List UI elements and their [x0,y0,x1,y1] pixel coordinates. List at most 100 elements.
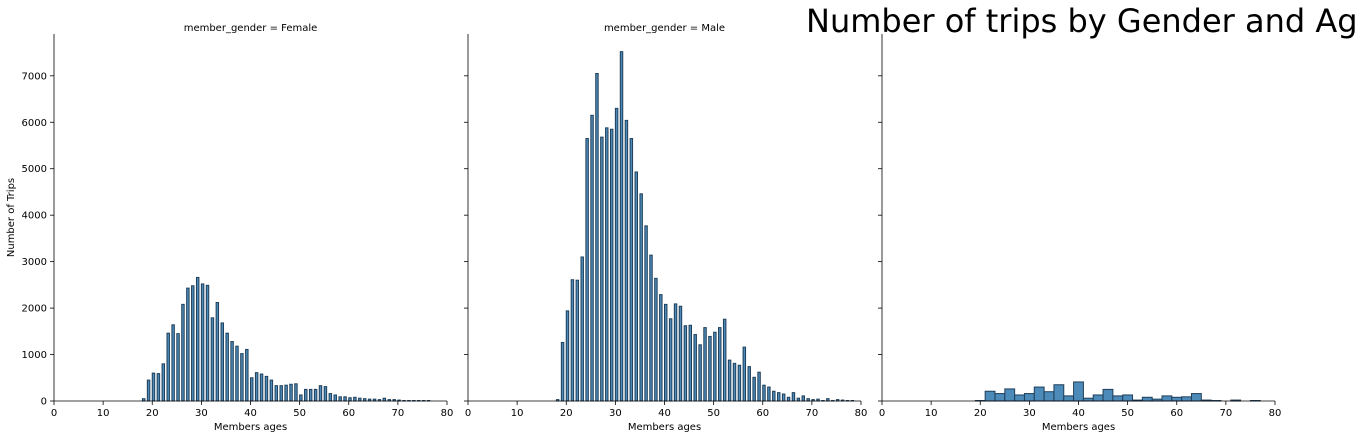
panel-3-bar [1033,386,1045,402]
panel-2-x-tick-label: 60 [756,408,769,419]
panel-3-bar [994,393,1006,402]
panel-2-bar [619,51,624,402]
panel-1-bar [279,385,283,402]
panel-1-bar [333,394,337,402]
panel-1-bar [299,394,303,402]
panel-3-bar [1043,391,1055,402]
panel-1-bar [240,353,244,402]
panel-3-bar [984,390,996,402]
panel-2-bar [664,303,668,402]
panel-2-x-tick-label: 80 [855,408,868,419]
panel-1-bar [250,377,254,402]
panel-2-bar [678,305,683,402]
panel-2-bar [600,136,604,402]
panel-2-bar [668,318,673,402]
panel-2-bar [708,335,712,402]
panel-3-x-tick-label: 60 [1170,408,1183,419]
panel-2-bar [718,327,722,402]
panel-2-bar [781,393,786,402]
panel-3-bar [1053,384,1065,402]
panel-3-x-tick-label: 50 [1121,408,1134,419]
panel-2-bar [698,344,702,402]
panel-3-bar [1141,396,1153,402]
panel-1-bar [313,388,318,402]
panel-1-y-tick-label: 4000 [22,211,47,222]
panel-2-bar [659,294,663,402]
panel-2-bar [649,254,653,402]
panel-1-bar [146,379,151,402]
panel-1-x-tick-label: 20 [146,408,159,419]
panel-1-bar [328,393,333,402]
panel-1-bar [215,302,220,402]
panel-1-bar [294,383,298,402]
panel-1-bar [200,283,205,402]
panel-3-bar [1171,396,1183,402]
panel-2-bar [614,107,619,402]
panel-3-bar [1082,397,1094,402]
panel-1-bar [161,363,166,402]
panel-3-bar [1004,388,1016,402]
panel-2-bar [570,279,575,402]
panel-1-bar [259,373,264,402]
panel-1-bar [191,285,195,402]
panel-3-x-tick-label: 40 [1072,408,1085,419]
panel-2-bar [585,138,589,402]
panel-3-bar [1014,394,1025,402]
panel-2-x-tick-label: 10 [511,408,524,419]
panel-2-bar [722,318,727,402]
panel-3-bar [1181,396,1192,402]
panel-3-bar [1112,395,1124,402]
panel-3-x-tick-label: 20 [974,408,987,419]
panel-1-x-tick-label: 0 [51,408,57,419]
panel-1-bar [195,276,200,402]
panel-2-x-tick-label: 70 [806,408,819,419]
panel-1-bar [235,345,239,402]
panel-2-bar [737,364,742,402]
panel-1-y-tick-label: 2000 [22,304,47,315]
panel-1-bar [338,396,342,402]
panel-2-bar [639,193,643,402]
panel-2-bar [742,346,747,402]
panel-1-bar [308,388,313,402]
panel-3-bar [1063,395,1075,402]
panel-1-x-tick-label: 70 [392,408,405,419]
panel-2-bar [644,225,648,402]
panel-3-bar [1023,393,1035,402]
panel-2-bar [801,395,806,402]
panel-1-y-tick-label: 7000 [22,71,47,82]
panel-2-bar [772,390,776,402]
panel-2-bar [609,128,614,402]
panel-1-bar [264,375,269,402]
panel-3-x-axis-label: Members ages [1042,422,1115,433]
panel-2-bar [683,325,688,402]
panel-2-bar [762,384,766,402]
panel-2-bar [634,171,638,402]
panel-1-bar [254,372,259,402]
panel-3-x-tick-label: 30 [1023,408,1036,419]
panel-1-bar [186,287,190,402]
panel-2-bar [752,376,756,402]
panel-1-x-tick-label: 30 [195,408,208,419]
panel-2-bar [767,386,771,402]
panel-2-bar [654,277,658,402]
panel-1-y-tick-label: 6000 [22,118,47,129]
panel-2-bar [595,72,599,402]
panel-2-bar [732,362,737,402]
panel-2-bar [624,119,629,402]
panel-1-bar [230,341,234,402]
panel-1-y-tick-label: 0 [41,397,47,408]
panel-1-bar [225,332,229,402]
panel-2-bar [703,327,707,402]
panel-2-bar [713,331,717,402]
panel-1-bar [245,348,249,402]
panel-2-bar [688,324,693,402]
panel-2-x-tick-label: 50 [707,408,720,419]
panel-2-bar [693,334,697,402]
panel-1-bar [205,284,210,402]
panel-1-bar [318,385,323,402]
panel-2-bar [673,303,678,402]
panel-1-bar [382,397,387,402]
panel-1-bar [274,385,279,402]
panel-1-bar [323,386,328,402]
